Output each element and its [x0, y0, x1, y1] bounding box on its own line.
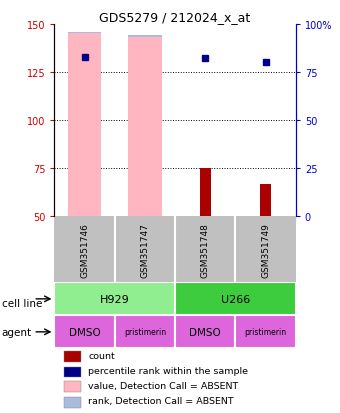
Bar — [128, 38, 162, 217]
Bar — [54, 282, 175, 316]
Text: pristimerin: pristimerin — [124, 328, 166, 337]
Text: agent: agent — [2, 328, 32, 337]
Text: GSM351746: GSM351746 — [80, 222, 89, 277]
Bar — [260, 184, 271, 217]
Bar — [64, 397, 81, 408]
Bar — [64, 367, 81, 377]
Text: DMSO: DMSO — [189, 327, 221, 337]
Text: percentile rank within the sample: percentile rank within the sample — [88, 366, 248, 375]
Bar — [175, 282, 296, 316]
Text: GSM351748: GSM351748 — [201, 222, 210, 277]
Text: U266: U266 — [221, 294, 250, 304]
Text: DMSO: DMSO — [69, 327, 100, 337]
Text: pristimerin: pristimerin — [244, 328, 287, 337]
Bar — [128, 36, 162, 38]
Text: cell line: cell line — [2, 299, 42, 309]
Bar — [115, 316, 175, 349]
Text: GSM351747: GSM351747 — [140, 222, 149, 277]
Bar — [200, 169, 211, 217]
Bar — [64, 351, 81, 362]
Text: GSM351749: GSM351749 — [261, 222, 270, 277]
Bar — [175, 316, 235, 349]
Text: count: count — [88, 351, 115, 360]
Title: GDS5279 / 212024_x_at: GDS5279 / 212024_x_at — [100, 11, 251, 24]
Bar — [235, 316, 296, 349]
Text: rank, Detection Call = ABSENT: rank, Detection Call = ABSENT — [88, 396, 234, 406]
Bar — [68, 34, 101, 217]
Bar — [64, 381, 81, 392]
Text: H929: H929 — [100, 294, 130, 304]
Bar — [54, 316, 115, 349]
Text: value, Detection Call = ABSENT: value, Detection Call = ABSENT — [88, 381, 238, 390]
Bar — [68, 33, 101, 34]
